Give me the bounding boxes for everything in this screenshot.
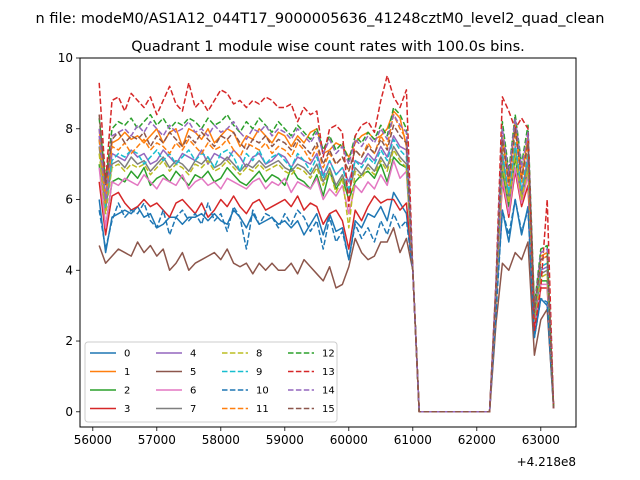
x-axis: 56000 57000 58000 59000 60000 61000 62000 63000: [74, 427, 560, 447]
y-tick-label: 0: [65, 405, 73, 419]
y-tick-label: 8: [65, 122, 73, 136]
x-tick-label: 59000: [266, 433, 304, 447]
chart-title: Quadrant 1 module wise count rates with …: [131, 39, 525, 55]
legend-label-12: 12: [322, 349, 335, 360]
y-tick-label: 4: [65, 263, 73, 277]
x-tick-label: 63000: [522, 433, 560, 447]
y-tick-label: 6: [65, 193, 73, 207]
series-line-11: [98, 113, 555, 413]
x-tick-label: 62000: [458, 433, 496, 447]
legend-label-5: 5: [190, 367, 196, 378]
legend-label-13: 13: [322, 367, 335, 378]
legend-label-15: 15: [322, 404, 335, 415]
legend-label-9: 9: [256, 367, 262, 378]
y-tick-label: 2: [65, 334, 73, 348]
legend-label-7: 7: [190, 404, 196, 415]
x-tick-label: 56000: [74, 433, 112, 447]
x-tick-label: 61000: [394, 433, 432, 447]
legend-label-11: 11: [256, 404, 269, 415]
legend-label-6: 6: [190, 386, 196, 397]
legend-label-8: 8: [256, 349, 262, 360]
figure-suptitle: n file: modeM0/AS1A12_044T17_9000005636_…: [36, 11, 605, 27]
y-tick-label: 10: [58, 51, 73, 65]
legend-label-0: 0: [124, 349, 130, 360]
x-tick-label: 57000: [138, 433, 176, 447]
series-layer: [98, 74, 555, 413]
legend-label-2: 2: [124, 386, 130, 397]
legend-label-3: 3: [124, 404, 130, 415]
legend-label-14: 14: [322, 386, 335, 397]
legend-frame: [84, 341, 338, 423]
y-axis: 0 2 4 6 8 10: [58, 51, 80, 419]
plot-area-frame: [79, 57, 577, 428]
x-axis-offset-label: +4.218e8: [517, 455, 576, 469]
series-line-8: [98, 149, 555, 413]
legend-label-10: 10: [256, 386, 269, 397]
x-tick-label: 60000: [330, 433, 368, 447]
series-line-15: [98, 114, 555, 413]
legend-label-1: 1: [124, 367, 130, 378]
legend-label-4: 4: [190, 349, 196, 360]
x-tick-label: 58000: [202, 433, 240, 447]
